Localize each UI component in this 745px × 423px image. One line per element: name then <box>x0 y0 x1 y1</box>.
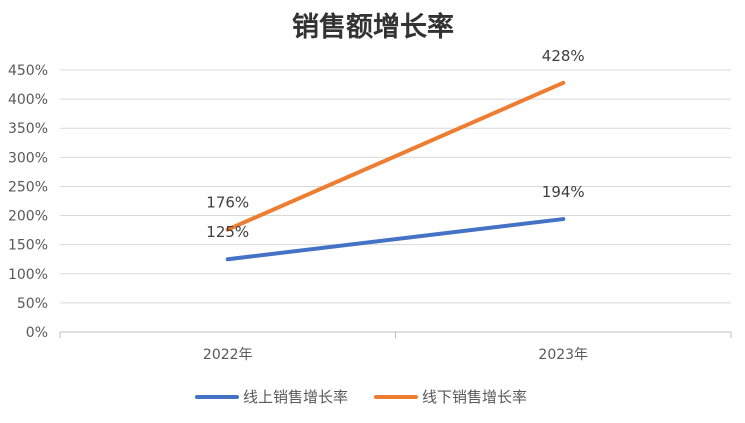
y-tick-label: 250% <box>8 179 48 195</box>
data-label: 194% <box>542 183 585 201</box>
y-tick-label: 400% <box>8 92 48 108</box>
data-label: 176% <box>206 194 249 212</box>
y-tick-label: 100% <box>8 267 48 283</box>
x-tick-label: 2023年 <box>538 347 588 363</box>
series-lines <box>225 80 566 262</box>
y-tick-label: 200% <box>8 209 48 225</box>
y-tick-label: 0% <box>26 325 48 341</box>
series-line-1 <box>225 217 566 262</box>
y-tick-label: 300% <box>8 150 48 166</box>
data-label: 428% <box>542 47 585 65</box>
data-labels: 125% 194% 176% 428% <box>206 47 584 241</box>
y-tick-label: 450% <box>8 63 48 79</box>
y-tick-label: 350% <box>8 121 48 137</box>
legend: 线上销售增长率 线下销售增长率 <box>195 388 527 406</box>
y-tick-label: 150% <box>8 238 48 254</box>
chart-title: 销售额增长率 <box>292 11 454 43</box>
x-tick-label: 2022年 <box>203 347 253 363</box>
gridlines <box>60 69 731 304</box>
legend-label-2: 线下销售增长率 <box>422 388 527 406</box>
data-label: 125% <box>206 223 249 241</box>
legend-label-1: 线上销售增长率 <box>243 388 348 406</box>
y-tick-label: 50% <box>17 296 48 312</box>
axes: 0% 50% 100% 150% 200% 250% 300% 350% 400% 450% 202… <box>8 63 732 363</box>
series-line-2 <box>225 80 566 232</box>
